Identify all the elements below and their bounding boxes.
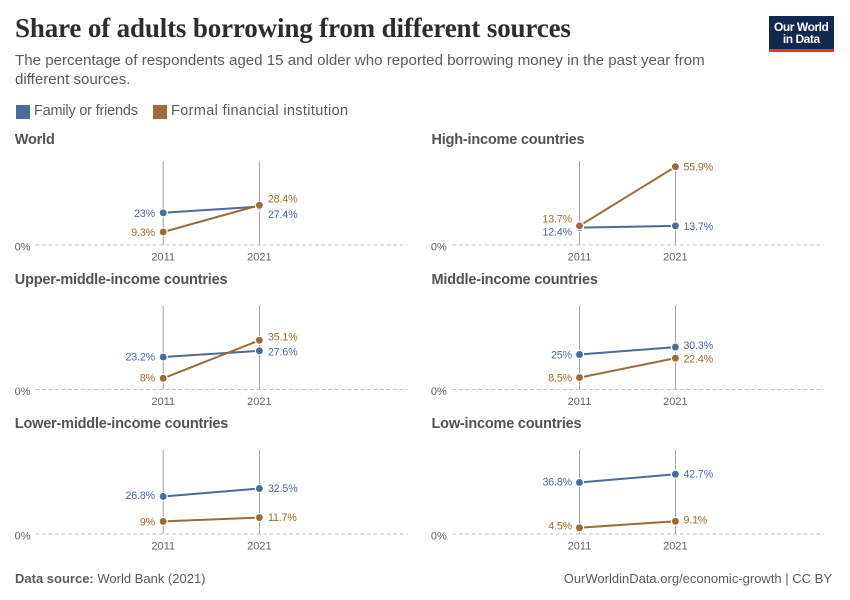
svg-text:0%: 0% bbox=[15, 530, 31, 542]
svg-text:2011: 2011 bbox=[568, 396, 592, 408]
svg-text:2011: 2011 bbox=[151, 396, 175, 408]
svg-text:28.4%: 28.4% bbox=[268, 193, 298, 205]
svg-text:42.7%: 42.7% bbox=[684, 468, 714, 480]
svg-text:30.3%: 30.3% bbox=[684, 340, 714, 352]
svg-text:2011: 2011 bbox=[568, 252, 592, 264]
svg-text:0%: 0% bbox=[15, 386, 31, 398]
svg-text:13.7%: 13.7% bbox=[684, 221, 714, 233]
svg-text:12.4%: 12.4% bbox=[542, 226, 572, 238]
svg-text:4.5%: 4.5% bbox=[548, 521, 572, 533]
svg-text:23%: 23% bbox=[134, 208, 156, 220]
svg-text:13.7%: 13.7% bbox=[542, 214, 572, 226]
svg-text:0%: 0% bbox=[15, 241, 31, 253]
svg-text:32.5%: 32.5% bbox=[268, 483, 298, 495]
svg-text:2021: 2021 bbox=[247, 396, 271, 408]
svg-text:36.8%: 36.8% bbox=[542, 476, 572, 488]
svg-text:2011: 2011 bbox=[151, 252, 175, 264]
svg-text:2021: 2021 bbox=[663, 252, 687, 264]
svg-text:0%: 0% bbox=[431, 386, 447, 398]
svg-text:8.5%: 8.5% bbox=[548, 373, 572, 385]
svg-text:8%: 8% bbox=[140, 373, 156, 385]
svg-text:22.4%: 22.4% bbox=[684, 353, 714, 365]
svg-text:2021: 2021 bbox=[663, 396, 687, 408]
svg-text:55.9%: 55.9% bbox=[684, 161, 714, 173]
svg-text:9.3%: 9.3% bbox=[131, 227, 155, 239]
svg-text:27.4%: 27.4% bbox=[268, 209, 298, 221]
svg-text:25%: 25% bbox=[551, 349, 573, 361]
svg-text:2011: 2011 bbox=[568, 541, 592, 553]
svg-text:2021: 2021 bbox=[247, 252, 271, 264]
svg-text:2011: 2011 bbox=[151, 541, 175, 553]
svg-text:2021: 2021 bbox=[247, 541, 271, 553]
svg-text:2021: 2021 bbox=[663, 541, 687, 553]
svg-text:0%: 0% bbox=[431, 530, 447, 542]
svg-text:23.2%: 23.2% bbox=[125, 352, 155, 364]
svg-text:27.6%: 27.6% bbox=[268, 346, 298, 358]
svg-text:26.8%: 26.8% bbox=[125, 490, 155, 502]
svg-text:11.7%: 11.7% bbox=[268, 512, 297, 524]
svg-text:0%: 0% bbox=[431, 241, 447, 253]
svg-text:9.1%: 9.1% bbox=[684, 514, 708, 526]
svg-text:35.1%: 35.1% bbox=[268, 331, 298, 343]
svg-text:9%: 9% bbox=[140, 516, 156, 528]
